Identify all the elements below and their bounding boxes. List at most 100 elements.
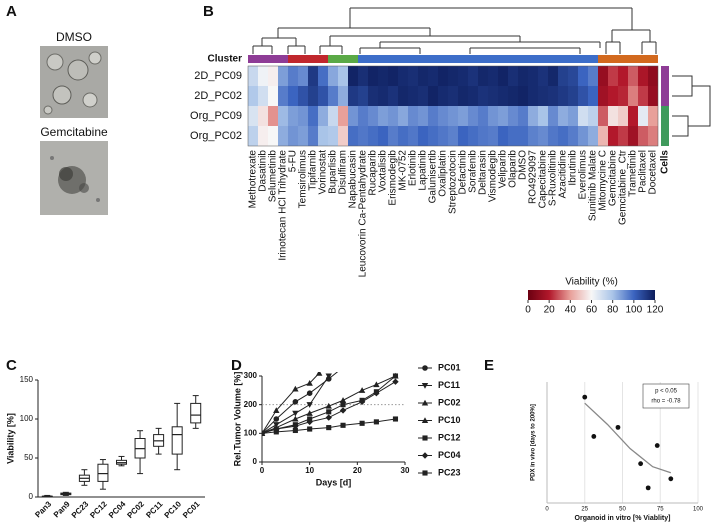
cluster-cell xyxy=(648,55,658,63)
heatmap-cell xyxy=(398,106,408,126)
heatmap-frame xyxy=(247,65,659,147)
heatmap-cell xyxy=(518,126,528,146)
x-axis-title: Organoid in vitro [% Viablity] xyxy=(575,515,671,522)
column-label: Disulfiram xyxy=(338,150,349,194)
heatmap-cell xyxy=(568,106,578,126)
column-dendrogram xyxy=(252,7,657,54)
heatmap-cell xyxy=(578,86,588,106)
cluster-cell xyxy=(388,55,398,63)
legend-label: PC23 xyxy=(438,467,461,477)
column-label: Irinotecan HCl Trihydrate xyxy=(278,150,289,261)
cluster-cell xyxy=(488,55,498,63)
heatmap-cell xyxy=(558,126,568,146)
x-tick-label: PC10 xyxy=(163,499,184,520)
x-tick-label: 10 xyxy=(305,466,314,475)
heatmap-cell xyxy=(398,66,408,86)
heatmap-cell xyxy=(588,126,598,146)
image-caption: Gemcitabine xyxy=(40,125,108,139)
x-tick-label: PC23 xyxy=(70,499,91,520)
heatmap-cell xyxy=(368,126,378,146)
column-label: Buparlisib xyxy=(328,150,339,194)
heatmap-cell xyxy=(508,126,518,146)
micrograph xyxy=(40,141,108,215)
y-tick-label: 50 xyxy=(24,453,33,462)
cluster-cell xyxy=(288,55,298,63)
marker xyxy=(340,422,346,428)
panel-label: A xyxy=(6,3,17,20)
colorbar-tick-label: 0 xyxy=(525,305,531,316)
marker xyxy=(359,420,365,426)
heatmap-cell xyxy=(608,86,618,106)
column-label: Sunitinib Malate xyxy=(588,150,599,222)
y-tick-label: 300 xyxy=(244,371,258,380)
heatmap-cell xyxy=(388,126,398,146)
marker xyxy=(292,399,299,405)
x-tick-label: 0 xyxy=(545,507,549,513)
heatmap-cell xyxy=(518,66,528,86)
cluster-cell xyxy=(618,55,628,63)
colorbar-tick-label: 120 xyxy=(647,305,664,316)
cluster-cell xyxy=(398,55,408,63)
heatmap-cell xyxy=(378,126,388,146)
heatmap-cell xyxy=(348,126,358,146)
heatmap-cell xyxy=(528,126,538,146)
column-label: Trametinib xyxy=(628,150,639,197)
heatmap-cell xyxy=(268,66,278,86)
legend-label: PC01 xyxy=(438,362,461,372)
heatmap-cell xyxy=(648,106,658,126)
box xyxy=(97,463,109,482)
heatmap-cell xyxy=(378,86,388,106)
heatmap-cell xyxy=(408,66,418,86)
micrograph xyxy=(40,46,108,118)
column-label: Azacitidine xyxy=(558,150,569,199)
cluster-cell xyxy=(538,55,548,63)
legend-label: PC11 xyxy=(438,380,460,390)
cluster-cell xyxy=(298,55,308,63)
column-label: Vorinostat xyxy=(318,150,329,195)
marker xyxy=(358,387,366,393)
cluster-cell xyxy=(418,55,428,63)
colorbar-tick-label: 40 xyxy=(565,305,577,316)
heatmap-cell xyxy=(258,126,268,146)
cluster-cell xyxy=(608,55,618,63)
heatmap-cell xyxy=(428,66,438,86)
x-tick-label: 20 xyxy=(353,466,362,475)
cluster-cell xyxy=(268,55,278,63)
cluster-cell xyxy=(498,55,508,63)
heatmap-cell xyxy=(488,106,498,126)
heatmap-cell xyxy=(648,66,658,86)
heatmap-cell xyxy=(468,66,478,86)
heatmap-cell xyxy=(348,66,358,86)
box xyxy=(171,426,183,455)
heatmap-cell xyxy=(348,86,358,106)
heatmap-cell xyxy=(508,66,518,86)
colorbar-tick-label: 20 xyxy=(544,305,556,316)
legend-marker xyxy=(422,470,428,476)
heatmap-cell xyxy=(538,106,548,126)
heatmap-cell xyxy=(288,106,298,126)
column-label: Voxtalisib xyxy=(378,150,389,193)
cluster-cell xyxy=(248,55,258,63)
y-tick-label: 200 xyxy=(244,400,258,409)
heatmap-cell xyxy=(468,126,478,146)
colorbar-title: Viability (%) xyxy=(565,277,618,288)
heatmap-cell xyxy=(498,126,508,146)
column-label: Lapatinib xyxy=(418,150,429,191)
column-label: Docetaxel xyxy=(648,150,659,194)
column-label: MK-0752 xyxy=(398,150,409,191)
x-tick-label: PC12 xyxy=(88,499,109,520)
marker xyxy=(307,426,313,432)
heatmap-cell xyxy=(598,126,608,146)
heatmap-cell xyxy=(478,106,488,126)
heatmap-cell xyxy=(578,106,588,126)
column-label: Erismodegib xyxy=(388,150,399,206)
heatmap-cell xyxy=(448,66,458,86)
column-label: Methotrexate xyxy=(248,150,259,209)
cluster-cell xyxy=(558,55,568,63)
heatmap-cell xyxy=(548,66,558,86)
column-label: RO4929097 xyxy=(528,150,539,204)
marker xyxy=(316,372,323,376)
marker xyxy=(306,418,313,426)
heatmap-cell xyxy=(618,106,628,126)
